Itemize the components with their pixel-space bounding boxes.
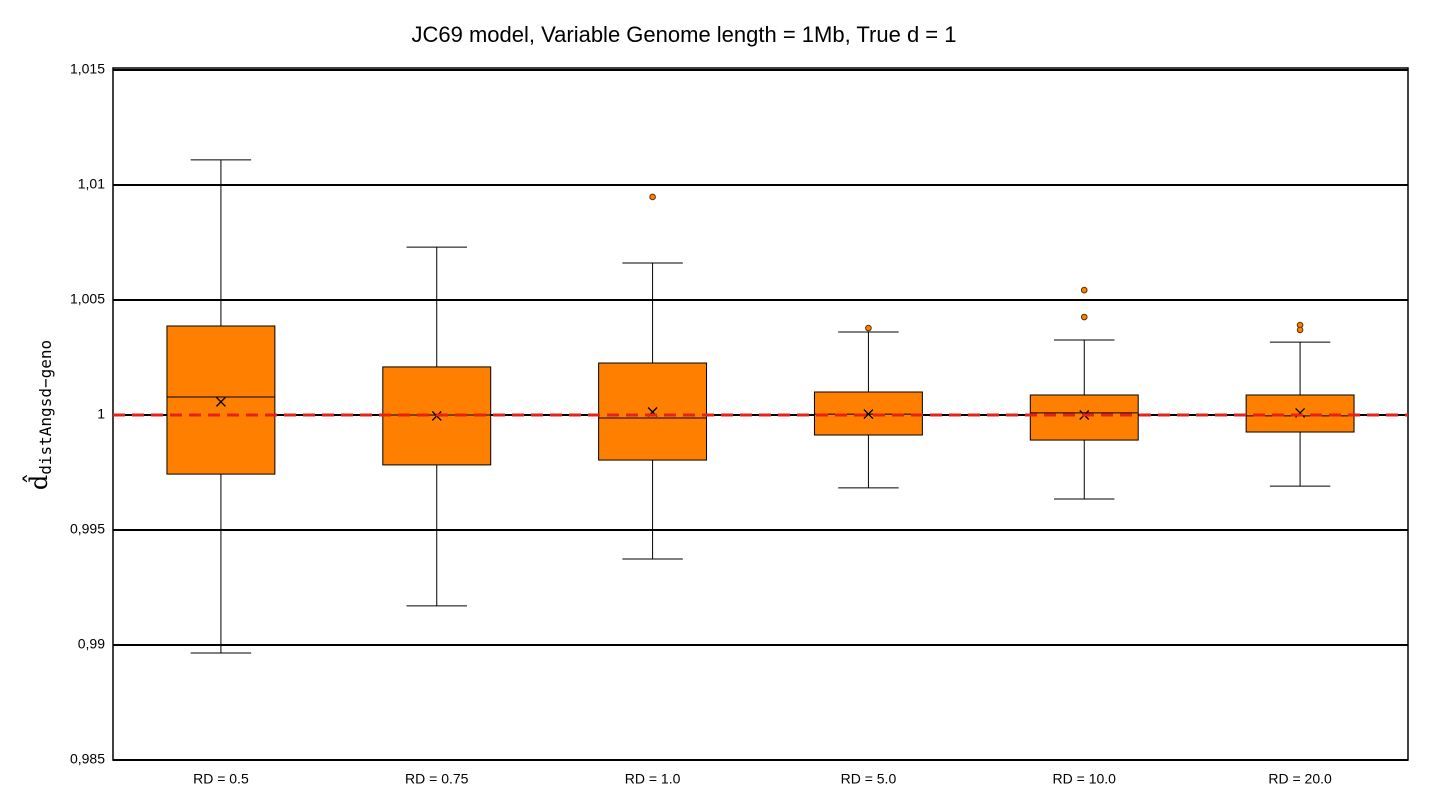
y-tick-label: 1,01 [78,176,105,192]
outlier [1080,313,1088,321]
outlier [865,324,872,332]
outlier [649,193,656,201]
y-label-subscript: distAngsd−geno [36,340,55,475]
y-tick-label: 1 [97,406,105,422]
outlier [1296,326,1304,334]
x-tick-label: RD = 20.0 [1268,771,1332,787]
x-tick-label: RD = 10.0 [1053,771,1117,787]
mean-marker [863,409,874,420]
y-tick-label: 0,985 [70,751,105,767]
chart-title: JC69 model, Variable Genome length = 1Mb… [411,22,956,47]
x-tick-label: RD = 0.75 [405,771,469,787]
outlier [1080,286,1088,294]
x-tick-label: RD = 0.5 [193,771,249,787]
x-tick-label: RD = 5.0 [841,771,897,787]
y-tick-label: 0,995 [70,521,105,537]
mean-marker [215,396,226,407]
y-axis-label: d̂distAngsd−geno [21,340,54,490]
y-tick-label: 1,005 [70,291,105,307]
box [1029,394,1139,441]
x-tick-label: RD = 1.0 [625,771,681,787]
y-label-symbol: d̂ [21,475,52,491]
box [166,325,276,475]
y-tick-label: 1,015 [70,61,105,77]
y-tick-label: 0,99 [78,636,105,652]
